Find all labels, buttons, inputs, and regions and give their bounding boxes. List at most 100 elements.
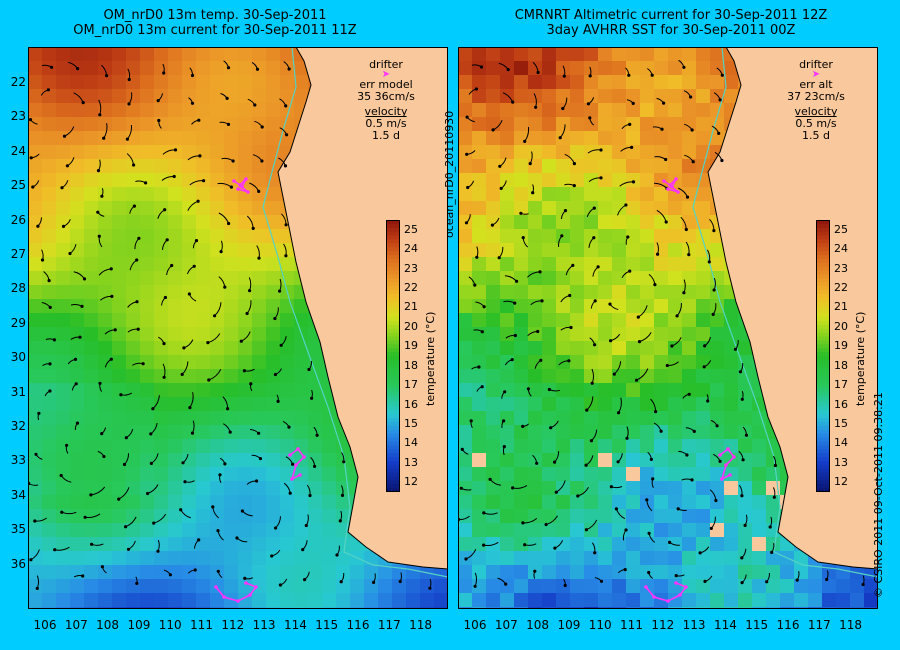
- lat-tick-label: 34: [10, 487, 26, 502]
- right-panel-title: CMRNRT Altimetric current for 30-Sep-201…: [456, 8, 886, 38]
- colorbar-tick-label: 17: [404, 378, 418, 392]
- lon-tick-label: 107: [64, 618, 88, 632]
- colorbar-tick-label: 18: [404, 358, 418, 372]
- colorbar-tick-label: 24: [404, 242, 418, 256]
- right-legend-err-value: 37 23cm/s: [787, 90, 845, 103]
- right-map: [458, 47, 878, 609]
- colorbar-tick-label: 22: [404, 281, 418, 294]
- lon-tick-label: 107: [494, 618, 518, 632]
- colorbar-tick-label: 17: [834, 378, 848, 392]
- land-mass: [278, 47, 448, 609]
- left-panel-title: OM_nrD0 13m temp. 30-Sep-2011 OM_nrD0 13…: [30, 8, 400, 38]
- lat-tick-label: 23: [10, 109, 26, 124]
- left-title-line2: OM_nrD0 13m current for 30-Sep-2011 11Z: [73, 23, 357, 38]
- lon-tick-label: 116: [776, 618, 800, 632]
- land-mass: [708, 47, 878, 609]
- lat-tick-label: 27: [10, 247, 26, 261]
- colorbar-tick-label: 25: [404, 222, 418, 236]
- lon-tick-label: 109: [127, 618, 151, 632]
- colorbar-tick-label: 16: [404, 397, 418, 411]
- lon-tick-label: 115: [745, 618, 769, 632]
- lon-tick-label: 111: [620, 618, 643, 632]
- left-map: [28, 47, 448, 609]
- colorbar-tick-label: 14: [834, 436, 848, 450]
- right-title-line1: CMRNRT Altimetric current for 30-Sep-201…: [514, 8, 828, 23]
- colorbar-title: temperature (°C): [424, 311, 437, 406]
- lon-tick-label: 106: [463, 618, 487, 632]
- colorbar-tick-label: 12: [834, 475, 848, 489]
- lat-tick-label: 26: [10, 212, 26, 227]
- colorbar-tick-label: 14: [404, 436, 418, 450]
- lat-tick-label: 30: [10, 350, 26, 365]
- right-legend-duration: 1.5 d: [802, 129, 830, 142]
- colorbar-tick-label: 20: [404, 319, 418, 333]
- colorbar-tick-label: 12: [404, 475, 418, 489]
- colorbar-tick-label: 19: [834, 339, 848, 353]
- lon-tick-label: 114: [713, 618, 737, 632]
- colorbar-gradient: [386, 220, 400, 492]
- lon-tick-label: 110: [588, 618, 612, 632]
- left-legend-drifter: drifter: [369, 58, 403, 71]
- lat-tick-label: 25: [10, 178, 26, 193]
- lat-tick-label: 35: [10, 522, 26, 537]
- left-legend-err-value: 35 36cm/s: [357, 90, 415, 103]
- colorbar-tick-label: 16: [834, 397, 848, 411]
- lat-tick-label: 32: [10, 419, 26, 433]
- lon-tick-label: 108: [96, 618, 120, 632]
- right-legend-velocity: velocity: [794, 105, 838, 118]
- lat-tick-label: 24: [10, 143, 26, 158]
- right-legend-err-label: err alt: [799, 78, 833, 91]
- colorbar-tick-label: 20: [834, 319, 848, 333]
- isobath-line: [262, 47, 448, 578]
- colorbar-tick-label: 13: [834, 455, 848, 469]
- lon-tick-label: 110: [158, 618, 182, 632]
- drifter-arrow-icon: ➤: [381, 69, 391, 80]
- colorbar-title: temperature (°C): [854, 311, 867, 406]
- lat-tick-label: 33: [10, 453, 26, 468]
- drifter-arrow-icon: ➤: [811, 69, 821, 80]
- lon-tick-label: 113: [252, 618, 276, 632]
- colorbar-tick-label: 23: [404, 261, 418, 275]
- lat-tick-label: 28: [10, 281, 26, 296]
- lat-tick-label: 31: [10, 384, 26, 399]
- colorbar-tick-label: 22: [834, 281, 848, 294]
- right-legend-speed: 0.5 m/s: [795, 117, 837, 130]
- lon-tick-label: 117: [807, 618, 831, 632]
- lon-tick-label: 118: [409, 618, 433, 632]
- colorbar-tick-label: 15: [404, 417, 418, 430]
- right-map-panel: drifter ➤ err alt 37 23cm/s velocity 0.5…: [458, 47, 878, 609]
- colorbar-tick-label: 18: [834, 358, 848, 372]
- lon-tick-label: 112: [651, 618, 675, 632]
- lon-tick-label: 115: [315, 618, 339, 632]
- lon-tick-label: 116: [346, 618, 370, 632]
- left-legend-speed: 0.5 m/s: [365, 117, 407, 130]
- left-title-line1: OM_nrD0 13m temp. 30-Sep-2011: [103, 8, 327, 23]
- colorbar-tick-label: 21: [834, 300, 848, 314]
- lon-tick-label: 111: [190, 618, 213, 632]
- colorbar-tick-label: 21: [404, 300, 418, 314]
- copyright-label: © CSIRO 2011 09-Oct-2011 09:38:21: [872, 392, 885, 598]
- lon-tick-label: 109: [557, 618, 581, 632]
- colorbar-gradient: [816, 220, 830, 492]
- left-legend-err-label: err model: [359, 78, 413, 91]
- coastline: [707, 47, 878, 570]
- colorbar-tick-label: 25: [834, 222, 848, 236]
- colorbar-tick-label: 19: [404, 339, 418, 353]
- drifter-tracks: [644, 177, 736, 603]
- lon-tick-label: 117: [377, 618, 401, 632]
- run-id-label: ocean_nrD0_20110930: [443, 110, 456, 238]
- left-map-panel: drifter ➤ err model 35 36cm/s velocity 0…: [28, 47, 448, 609]
- current-vectors: [28, 60, 432, 591]
- drifter-tracks: [214, 177, 306, 603]
- colorbar-tick-label: 24: [834, 242, 848, 256]
- left-legend-velocity: velocity: [364, 105, 408, 118]
- colorbar-tick-label: 23: [834, 261, 848, 275]
- lon-tick-label: 113: [682, 618, 706, 632]
- right-legend: drifter ➤ err alt 37 23cm/s velocity 0.5…: [786, 59, 846, 142]
- colorbar-tick-label: 13: [404, 455, 418, 469]
- colorbar-tick-label: 15: [834, 417, 848, 430]
- lon-tick-label: 114: [283, 618, 307, 632]
- left-legend: drifter ➤ err model 35 36cm/s velocity 0…: [356, 59, 416, 142]
- current-vectors: [458, 59, 865, 588]
- left-legend-duration: 1.5 d: [372, 129, 400, 142]
